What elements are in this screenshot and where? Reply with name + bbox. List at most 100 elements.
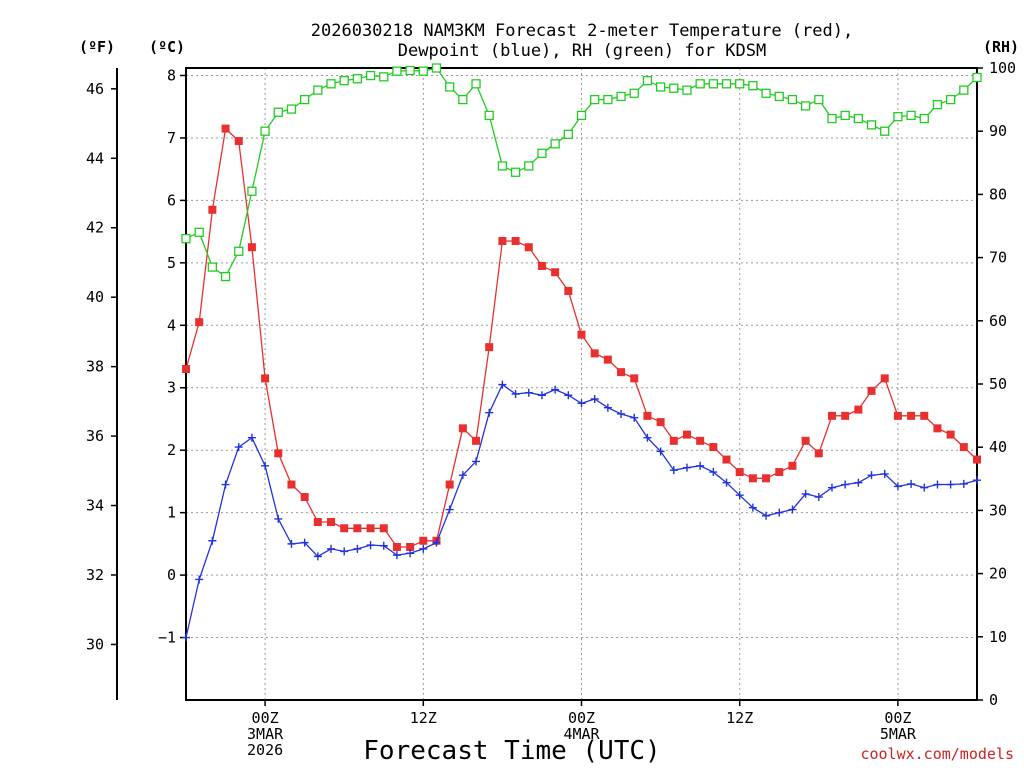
rh-point [418, 66, 428, 76]
rh-point [735, 79, 745, 89]
rh-point [379, 72, 389, 82]
rh-point [642, 75, 653, 86]
temperature-point [603, 355, 612, 364]
celsius-tick-label: 5 [167, 254, 176, 272]
fahrenheit-tick-label: 34 [86, 497, 104, 515]
rh-point [853, 113, 863, 124]
rh-point [497, 161, 508, 171]
temperature-point [300, 493, 309, 502]
dewpoint-point [656, 447, 665, 456]
dewpoint-point [537, 391, 546, 400]
rh-point [748, 81, 758, 91]
temperature-point [933, 424, 942, 433]
dewpoint-point [669, 466, 678, 475]
temperature-point [959, 443, 968, 452]
temperature-point [287, 480, 296, 489]
rh-point [840, 110, 850, 121]
fahrenheit-tick-label: 30 [86, 635, 104, 653]
dewpoint-point [920, 483, 929, 492]
temperature-point [617, 368, 626, 377]
rh-point [563, 129, 573, 140]
dewpoint-point [195, 575, 204, 584]
dewpoint-point [327, 544, 336, 553]
dewpoint-point [617, 409, 626, 418]
rh-point [286, 104, 297, 114]
dewpoint-point [643, 433, 652, 442]
temperature-point [775, 468, 784, 477]
rh-tick-label: 80 [989, 185, 1007, 203]
dewpoint-point [300, 538, 309, 547]
celsius-tick-label: 3 [167, 379, 176, 397]
temperature-point [854, 405, 863, 414]
rh-point [247, 186, 257, 196]
temperature-point [656, 418, 665, 427]
temperature-point [735, 468, 744, 477]
rh-point [445, 82, 455, 92]
temperature-point [748, 474, 757, 483]
rh-point [550, 139, 560, 149]
rh-point [972, 72, 982, 83]
dewpoint-point [973, 476, 981, 485]
x-tick-label: 00Z [568, 709, 595, 727]
temperature-point [973, 455, 981, 464]
celsius-tick-label: 1 [167, 504, 176, 522]
dewpoint-point [511, 389, 520, 398]
dewpoint-point [458, 471, 467, 480]
x-tick-label: 4MAR [563, 725, 600, 743]
temperature-point [814, 449, 823, 458]
dewpoint-point [630, 413, 639, 422]
x-tick-label: 12Z [726, 709, 753, 727]
x-tick-label: 00Z [884, 709, 911, 727]
temperature-point [182, 365, 190, 374]
dewpoint-point [867, 471, 876, 480]
rh-tick-label: 90 [989, 122, 1007, 140]
temperature-point [867, 386, 876, 395]
temperature-point [920, 411, 929, 420]
title-line-2: Dewpoint (blue), RH (green) for KDSM [398, 41, 766, 61]
rh-point [431, 63, 442, 73]
rh-unit-label: (RH) [983, 38, 1019, 56]
dewpoint-point [379, 541, 388, 550]
dewpoint-point [788, 505, 797, 514]
fahrenheit-tick-label: 36 [86, 427, 104, 445]
dewpoint-point [762, 511, 771, 520]
dewpoint-point [182, 633, 190, 642]
temperature-point [274, 449, 283, 458]
rh-point [906, 110, 916, 121]
temperature-point [472, 436, 481, 445]
rh-point [181, 233, 191, 244]
site-credit: coolwx.com/models [860, 745, 1014, 763]
axes: −101234567830323436384042444601020304050… [86, 59, 1016, 759]
dewpoint-point [880, 469, 889, 478]
rh-point [880, 126, 890, 136]
rh-tick-label: 40 [989, 438, 1007, 456]
dewpoint-point [722, 478, 731, 487]
dewpoint-point [748, 503, 757, 512]
temperature-point [643, 411, 652, 420]
rh-tick-label: 0 [989, 691, 998, 709]
x-tick-label: 00Z [252, 709, 279, 727]
temperature-point [762, 474, 771, 483]
dewpoint-point [353, 544, 362, 553]
x-tick-label: 2026 [247, 741, 283, 759]
celsius-tick-label: 6 [167, 191, 176, 209]
rh-point [352, 74, 363, 84]
title-line-1: 2026030218 NAM3KM Forecast 2-meter Tempe… [311, 21, 853, 41]
x-tick-label: 5MAR [880, 725, 917, 743]
chart-title: 2026030218 NAM3KM Forecast 2-meter Tempe… [311, 21, 853, 61]
rh-point [537, 148, 547, 158]
rh-point [800, 101, 811, 111]
temperature-point [261, 374, 270, 383]
celsius-tick-label: 8 [167, 66, 176, 84]
rh-point [814, 94, 824, 105]
temperature-point [880, 374, 889, 383]
rh-point [220, 271, 231, 282]
temperature-point [551, 268, 560, 277]
temperature-series [182, 124, 981, 551]
temperature-point [485, 343, 494, 352]
rh-tick-label: 70 [989, 249, 1007, 267]
celsius-tick-label: 0 [167, 566, 176, 584]
dewpoint-point [419, 544, 428, 553]
temperature-point [709, 443, 718, 452]
temperature-point [630, 374, 639, 383]
